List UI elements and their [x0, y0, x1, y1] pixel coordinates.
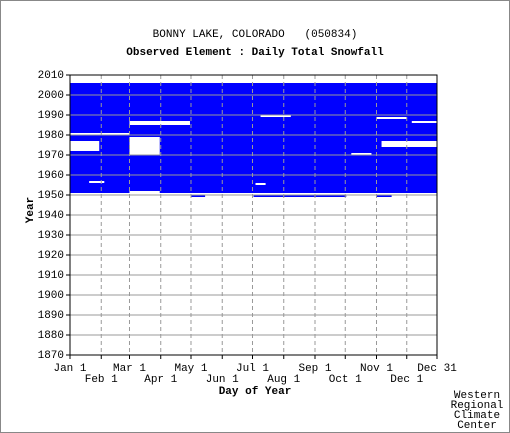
- x-tick-label: Oct 1: [329, 374, 362, 386]
- missing-block: [129, 191, 160, 193]
- x-tick-label: Aug 1: [267, 374, 300, 386]
- x-tick-label: Apr 1: [144, 374, 177, 386]
- y-tick-label: 1960: [38, 170, 64, 182]
- x-tick-label: Mar 1: [113, 363, 146, 375]
- x-tick-label: Jun 1: [206, 374, 239, 386]
- x-tick-label: Sep 1: [298, 363, 331, 375]
- missing-block: [255, 183, 266, 185]
- missing-block: [381, 141, 437, 147]
- y-tick-label: 2000: [38, 90, 64, 102]
- y-tick-label: 1900: [38, 290, 64, 302]
- y-tick-label: 1920: [38, 250, 64, 262]
- credit: Regional: [451, 400, 504, 412]
- y-tick-label: 2010: [38, 70, 64, 82]
- y-tick-label: 1990: [38, 110, 64, 122]
- x-axis-label: Day of Year: [219, 386, 292, 398]
- x-tick-label: Feb 1: [85, 374, 118, 386]
- missing-block: [70, 141, 100, 151]
- y-tick-label: 1940: [38, 210, 64, 222]
- x-tick-label: Jan 1: [53, 363, 86, 375]
- y-tick-label: 1870: [38, 350, 64, 362]
- credit: Center: [457, 420, 497, 432]
- missing-block: [351, 153, 372, 155]
- data-block: [376, 195, 392, 197]
- missing-block: [376, 117, 407, 119]
- y-tick-label: 1950: [38, 190, 64, 202]
- x-tick-label: Nov 1: [360, 363, 393, 375]
- x-tick-label: Dec 1: [390, 374, 423, 386]
- chart-subtitle: Observed Element : Daily Total Snowfall: [126, 47, 384, 59]
- y-tick-label: 1890: [38, 310, 64, 322]
- data-block: [253, 195, 347, 197]
- missing-block: [89, 181, 105, 183]
- missing-block: [129, 137, 160, 155]
- data-block: [190, 195, 206, 197]
- missing-block: [70, 133, 130, 135]
- missing-block: [411, 121, 437, 123]
- y-tick-label: 1880: [38, 330, 64, 342]
- y-tick-label: 1970: [38, 150, 64, 162]
- y-axis-label: Year: [25, 197, 37, 223]
- x-tick-label: May 1: [174, 363, 207, 375]
- data-block: [70, 83, 437, 193]
- missing-block: [129, 121, 190, 125]
- x-tick-label: Dec 31: [417, 363, 457, 375]
- chart-title: BONNY LAKE, COLORADO (050834): [153, 29, 358, 41]
- credit: Climate: [454, 410, 500, 422]
- y-tick-label: 1930: [38, 230, 64, 242]
- credit: Western: [454, 390, 500, 402]
- missing-block: [260, 115, 291, 117]
- x-tick-label: Jul 1: [236, 363, 269, 375]
- plot-border: [69, 74, 438, 356]
- y-tick-label: 1910: [38, 270, 64, 282]
- y-tick-label: 1980: [38, 130, 64, 142]
